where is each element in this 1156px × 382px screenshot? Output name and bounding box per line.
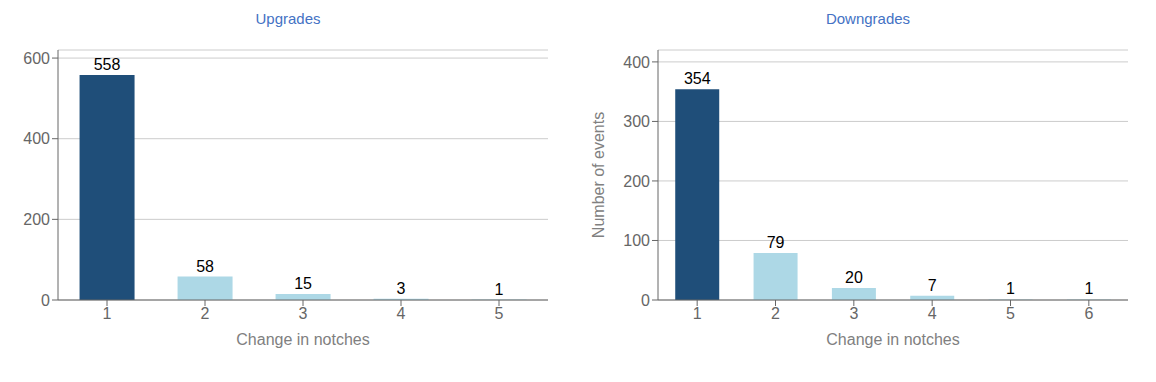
svg-text:200: 200	[623, 173, 650, 190]
svg-text:4: 4	[397, 305, 406, 322]
svg-text:400: 400	[623, 54, 650, 71]
svg-text:3: 3	[849, 305, 858, 322]
svg-text:Number of events: Number of events	[590, 112, 607, 238]
svg-text:3: 3	[299, 305, 308, 322]
svg-text:6: 6	[1084, 305, 1093, 322]
svg-text:1: 1	[693, 305, 702, 322]
svg-text:5: 5	[1006, 305, 1015, 322]
svg-text:1: 1	[1006, 280, 1015, 297]
svg-text:100: 100	[623, 232, 650, 249]
svg-text:7: 7	[928, 277, 937, 294]
svg-text:15: 15	[294, 275, 312, 292]
svg-text:558: 558	[94, 56, 121, 73]
svg-text:Change in notches: Change in notches	[826, 331, 959, 348]
html-text:Upgrades: Upgrades	[255, 10, 321, 27]
svg-text:2: 2	[201, 305, 210, 322]
svg-text:Change in notches: Change in notches	[236, 331, 369, 348]
svg-text:58: 58	[196, 258, 214, 275]
html-text:Downgrades: Downgrades	[825, 10, 911, 27]
svg-text:0: 0	[41, 292, 50, 309]
svg-text:3: 3	[397, 280, 406, 297]
svg-text:79: 79	[767, 234, 785, 251]
svg-text:5: 5	[495, 305, 504, 322]
svg-text:300: 300	[623, 113, 650, 130]
svg-text:20: 20	[845, 269, 863, 286]
svg-text:1: 1	[1084, 280, 1093, 297]
svg-text:2: 2	[771, 305, 780, 322]
svg-text:0: 0	[641, 292, 650, 309]
svg-text:1: 1	[103, 305, 112, 322]
svg-text:1: 1	[495, 281, 504, 298]
svg-text:200: 200	[23, 211, 50, 228]
svg-text:4: 4	[928, 305, 937, 322]
svg-text:600: 600	[23, 50, 50, 67]
svg-text:354: 354	[684, 70, 711, 87]
svg-text:400: 400	[23, 130, 50, 147]
